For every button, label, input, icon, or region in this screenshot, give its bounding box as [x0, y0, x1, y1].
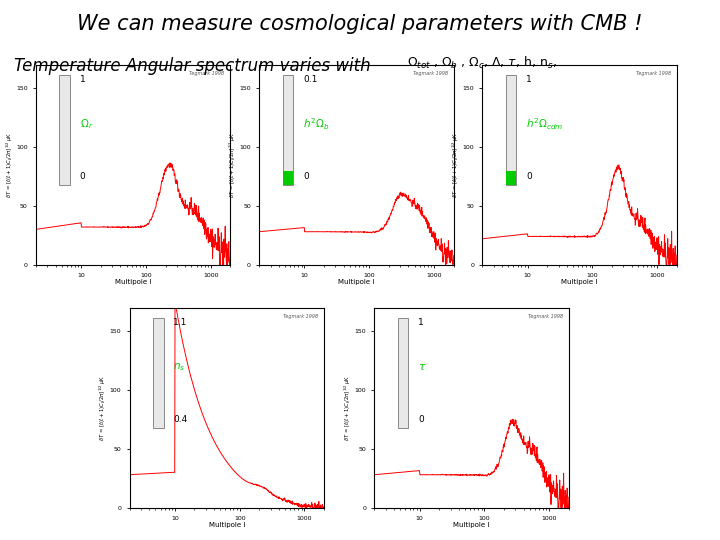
X-axis label: Multipole l: Multipole l	[562, 279, 598, 285]
Text: Tegmark 1998: Tegmark 1998	[189, 71, 225, 76]
Text: Temperature Angular spectrum varies with: Temperature Angular spectrum varies with	[14, 57, 377, 75]
Bar	[153, 318, 163, 428]
Text: Tegmark 1998: Tegmark 1998	[528, 314, 563, 319]
Text: We can measure cosmological parameters with CMB !: We can measure cosmological parameters w…	[77, 14, 643, 33]
Y-axis label: $\delta T$ = $[\ell(\ell+1)C_\ell/2\pi]^{1/2}$ $\mu$K: $\delta T$ = $[\ell(\ell+1)C_\ell/2\pi]^…	[98, 374, 108, 441]
Bar	[397, 318, 408, 428]
Text: 1.1: 1.1	[174, 318, 188, 327]
Bar	[282, 75, 293, 185]
Y-axis label: $\delta T$ = $[\ell(\ell+1)C_\ell/2\pi]^{1/2}$ $\mu$K: $\delta T$ = $[\ell(\ell+1)C_\ell/2\pi]^…	[343, 374, 353, 441]
Text: $h^2\Omega_b$: $h^2\Omega_b$	[303, 116, 330, 132]
Text: $\Omega_r$: $\Omega_r$	[80, 117, 93, 131]
Bar	[505, 171, 516, 185]
Text: 1: 1	[526, 75, 532, 84]
Text: $\tau$: $\tau$	[418, 362, 426, 372]
X-axis label: Multipole l: Multipole l	[115, 279, 151, 285]
Bar	[505, 75, 516, 185]
Bar	[59, 75, 70, 185]
Text: $n_s$: $n_s$	[174, 361, 186, 373]
Y-axis label: $\delta T$ = $[\ell(\ell+1)C_\ell/2\pi]^{1/2}$ $\mu$K: $\delta T$ = $[\ell(\ell+1)C_\ell/2\pi]^…	[4, 131, 14, 198]
Text: $\Omega_{tot}$ , $\Omega_b$ , $\Omega_c$, $\Lambda$, $\tau$, h, n$_{s}$, ...: $\Omega_{tot}$ , $\Omega_b$ , $\Omega_c$…	[407, 55, 572, 71]
Text: Tegmark 1998: Tegmark 1998	[283, 314, 318, 319]
Y-axis label: $\delta T$ = $[\ell(\ell+1)C_\ell/2\pi]^{1/2}$ $\mu$K: $\delta T$ = $[\ell(\ell+1)C_\ell/2\pi]^…	[451, 131, 461, 198]
Text: 0.1: 0.1	[303, 75, 318, 84]
Text: 1: 1	[418, 318, 424, 327]
Bar	[282, 171, 293, 185]
Text: 0: 0	[80, 172, 86, 181]
Text: Tegmark 1998: Tegmark 1998	[636, 71, 671, 76]
Text: $h^2\Omega_{cdm}$: $h^2\Omega_{cdm}$	[526, 116, 564, 132]
Text: 1: 1	[80, 75, 86, 84]
Text: 0: 0	[303, 172, 309, 181]
Text: 0: 0	[526, 172, 532, 181]
Text: 0: 0	[418, 415, 424, 424]
Y-axis label: $\delta T$ = $[\ell(\ell+1)C_\ell/2\pi]^{1/2}$ $\mu$K: $\delta T$ = $[\ell(\ell+1)C_\ell/2\pi]^…	[228, 131, 238, 198]
Text: 0.4: 0.4	[174, 415, 188, 424]
X-axis label: Multipole l: Multipole l	[338, 279, 374, 285]
X-axis label: Multipole l: Multipole l	[454, 522, 490, 528]
X-axis label: Multipole l: Multipole l	[209, 522, 245, 528]
Text: Tegmark 1998: Tegmark 1998	[413, 71, 448, 76]
